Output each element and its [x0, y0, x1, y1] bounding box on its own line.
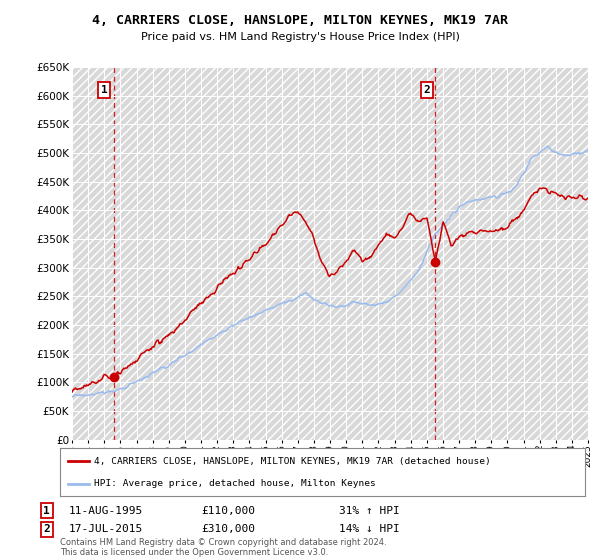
Text: 4, CARRIERS CLOSE, HANSLOPE, MILTON KEYNES, MK19 7AR (detached house): 4, CARRIERS CLOSE, HANSLOPE, MILTON KEYN…: [94, 457, 491, 466]
Text: 1: 1: [101, 85, 107, 95]
Text: HPI: Average price, detached house, Milton Keynes: HPI: Average price, detached house, Milt…: [94, 479, 376, 488]
Text: 31% ↑ HPI: 31% ↑ HPI: [339, 506, 400, 516]
Text: Contains HM Land Registry data © Crown copyright and database right 2024.
This d: Contains HM Land Registry data © Crown c…: [60, 538, 386, 557]
Text: Price paid vs. HM Land Registry's House Price Index (HPI): Price paid vs. HM Land Registry's House …: [140, 32, 460, 42]
Text: £310,000: £310,000: [201, 524, 255, 534]
Text: 2: 2: [43, 524, 50, 534]
Text: 14% ↓ HPI: 14% ↓ HPI: [339, 524, 400, 534]
Text: 4, CARRIERS CLOSE, HANSLOPE, MILTON KEYNES, MK19 7AR: 4, CARRIERS CLOSE, HANSLOPE, MILTON KEYN…: [92, 14, 508, 27]
Text: 17-JUL-2015: 17-JUL-2015: [69, 524, 143, 534]
Text: 11-AUG-1995: 11-AUG-1995: [69, 506, 143, 516]
Text: 1: 1: [43, 506, 50, 516]
Text: 2: 2: [424, 85, 430, 95]
Text: £110,000: £110,000: [201, 506, 255, 516]
